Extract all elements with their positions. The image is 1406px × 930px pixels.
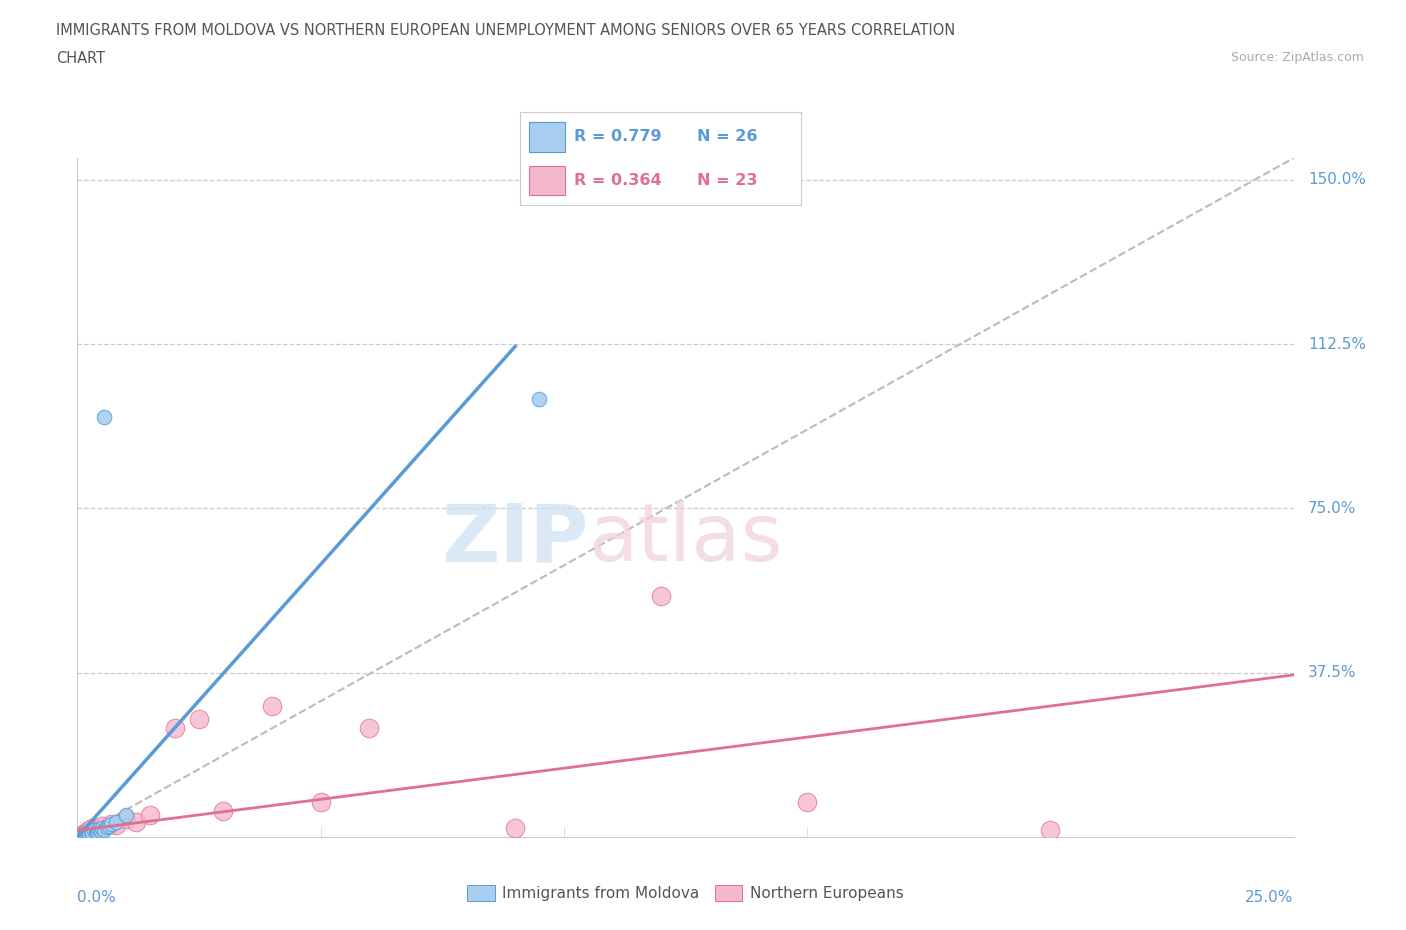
Point	[796, 794, 818, 809]
Text: N = 23: N = 23	[697, 173, 758, 188]
Bar	[529, 166, 565, 195]
Point	[87, 825, 110, 840]
Point	[73, 827, 96, 842]
Point	[80, 821, 103, 836]
Point	[70, 828, 93, 843]
Point	[1039, 823, 1062, 838]
Text: 37.5%: 37.5%	[1308, 665, 1357, 680]
Bar	[529, 122, 565, 152]
Point	[70, 828, 93, 843]
Point	[79, 823, 101, 838]
Text: 112.5%: 112.5%	[1308, 337, 1367, 352]
Point	[503, 821, 526, 836]
Text: ZIP: ZIP	[441, 500, 588, 578]
Point	[529, 392, 551, 406]
Text: atlas: atlas	[588, 500, 783, 578]
Point	[69, 829, 91, 844]
Point	[115, 807, 138, 822]
Text: IMMIGRANTS FROM MOLDOVA VS NORTHERN EUROPEAN UNEMPLOYMENT AMONG SENIORS OVER 65 : IMMIGRANTS FROM MOLDOVA VS NORTHERN EURO…	[56, 23, 956, 38]
Legend: Immigrants from Moldova, Northern Europeans: Immigrants from Moldova, Northern Europe…	[461, 879, 910, 908]
Point	[80, 825, 103, 840]
Point	[84, 826, 107, 841]
Point	[90, 823, 112, 838]
Text: CHART: CHART	[56, 51, 105, 66]
Point	[86, 824, 108, 839]
Point	[100, 817, 122, 831]
Text: 75.0%: 75.0%	[1308, 501, 1357, 516]
Point	[125, 815, 148, 830]
Point	[650, 589, 672, 604]
Point	[260, 698, 283, 713]
Point	[212, 804, 235, 818]
Point	[96, 820, 118, 835]
Text: 150.0%: 150.0%	[1308, 172, 1367, 188]
Text: R = 0.364: R = 0.364	[574, 173, 661, 188]
Point	[97, 818, 120, 833]
Point	[93, 822, 115, 837]
Text: 0.0%: 0.0%	[77, 890, 117, 905]
Point	[188, 711, 211, 726]
Point	[139, 807, 162, 822]
Point	[100, 817, 122, 831]
Point	[309, 794, 332, 809]
Point	[115, 812, 138, 827]
Text: R = 0.779: R = 0.779	[574, 129, 661, 144]
Point	[79, 826, 101, 841]
Point	[89, 822, 111, 837]
Point	[86, 822, 108, 837]
Point	[93, 409, 115, 424]
Text: N = 26: N = 26	[697, 129, 758, 144]
Text: Source: ZipAtlas.com: Source: ZipAtlas.com	[1230, 51, 1364, 64]
Point	[69, 829, 91, 844]
Point	[359, 720, 381, 735]
Point	[76, 824, 98, 839]
Point	[163, 720, 186, 735]
Point	[70, 829, 93, 844]
Point	[77, 825, 100, 840]
Point	[105, 815, 128, 830]
Point	[105, 817, 128, 832]
Point	[90, 821, 112, 836]
Point	[72, 828, 94, 843]
Point	[76, 828, 98, 843]
Point	[73, 826, 96, 841]
Point	[83, 823, 105, 838]
Point	[75, 826, 97, 841]
Point	[90, 818, 112, 833]
Point	[80, 824, 103, 839]
Text: 25.0%: 25.0%	[1246, 890, 1294, 905]
